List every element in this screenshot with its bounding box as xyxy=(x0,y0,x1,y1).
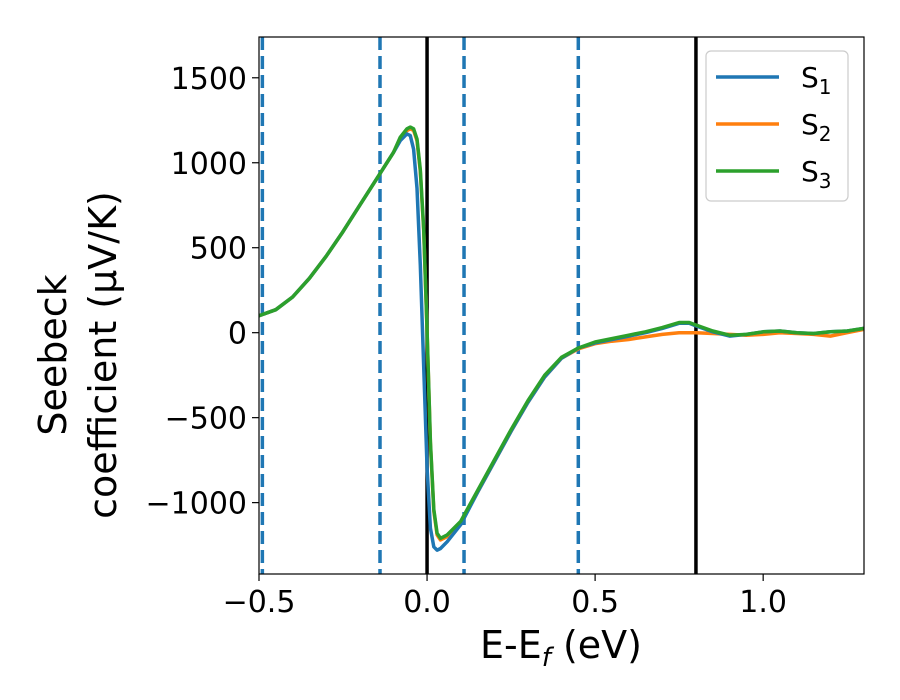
series-line-s3 xyxy=(259,125,864,541)
y-axis-label: Seebeck coefficient (μV/K) xyxy=(31,191,125,519)
x-tick-label: −0.5 xyxy=(223,585,296,620)
legend-label-name: S xyxy=(801,155,819,188)
y-axis-label-line-2: coefficient (μV/K) xyxy=(81,191,125,519)
x-axis-label-unit: (eV) xyxy=(551,623,642,667)
legend-label-subscript: 1 xyxy=(819,75,832,99)
legend-label-s2: S2 xyxy=(801,108,832,146)
x-tick-label: 1.0 xyxy=(739,585,787,620)
x-tick-label: 0.0 xyxy=(403,585,451,620)
y-tick-label: 1000 xyxy=(171,147,247,182)
y-axis-label-line-1: Seebeck xyxy=(31,274,75,435)
legend-label-subscript: 2 xyxy=(819,122,832,146)
x-axis-label-main: E-E xyxy=(480,623,542,667)
legend-box xyxy=(705,50,849,202)
legend-label-s1: S1 xyxy=(801,61,832,99)
legend-label-name: S xyxy=(801,61,819,94)
legend-label-subscript: 3 xyxy=(819,169,832,193)
y-tick-label: 1500 xyxy=(171,62,247,97)
x-axis-ticks: −0.5 0.0 0.5 1.0 xyxy=(223,574,787,620)
x-tick-label: 0.5 xyxy=(571,585,619,620)
y-tick-label: −1000 xyxy=(146,487,247,522)
legend-label-name: S xyxy=(801,108,819,141)
y-tick-label: 0 xyxy=(228,317,247,352)
plot-frame xyxy=(258,36,865,575)
legend-label-s3: S3 xyxy=(801,155,832,193)
series-lines xyxy=(259,125,864,552)
y-tick-label: −500 xyxy=(165,402,247,437)
x-axis-label: E-Ef (eV) xyxy=(480,623,642,673)
y-axis-ticks: −1000 −500 0 500 1000 1500 xyxy=(146,62,259,522)
y-tick-label: 500 xyxy=(190,232,247,267)
